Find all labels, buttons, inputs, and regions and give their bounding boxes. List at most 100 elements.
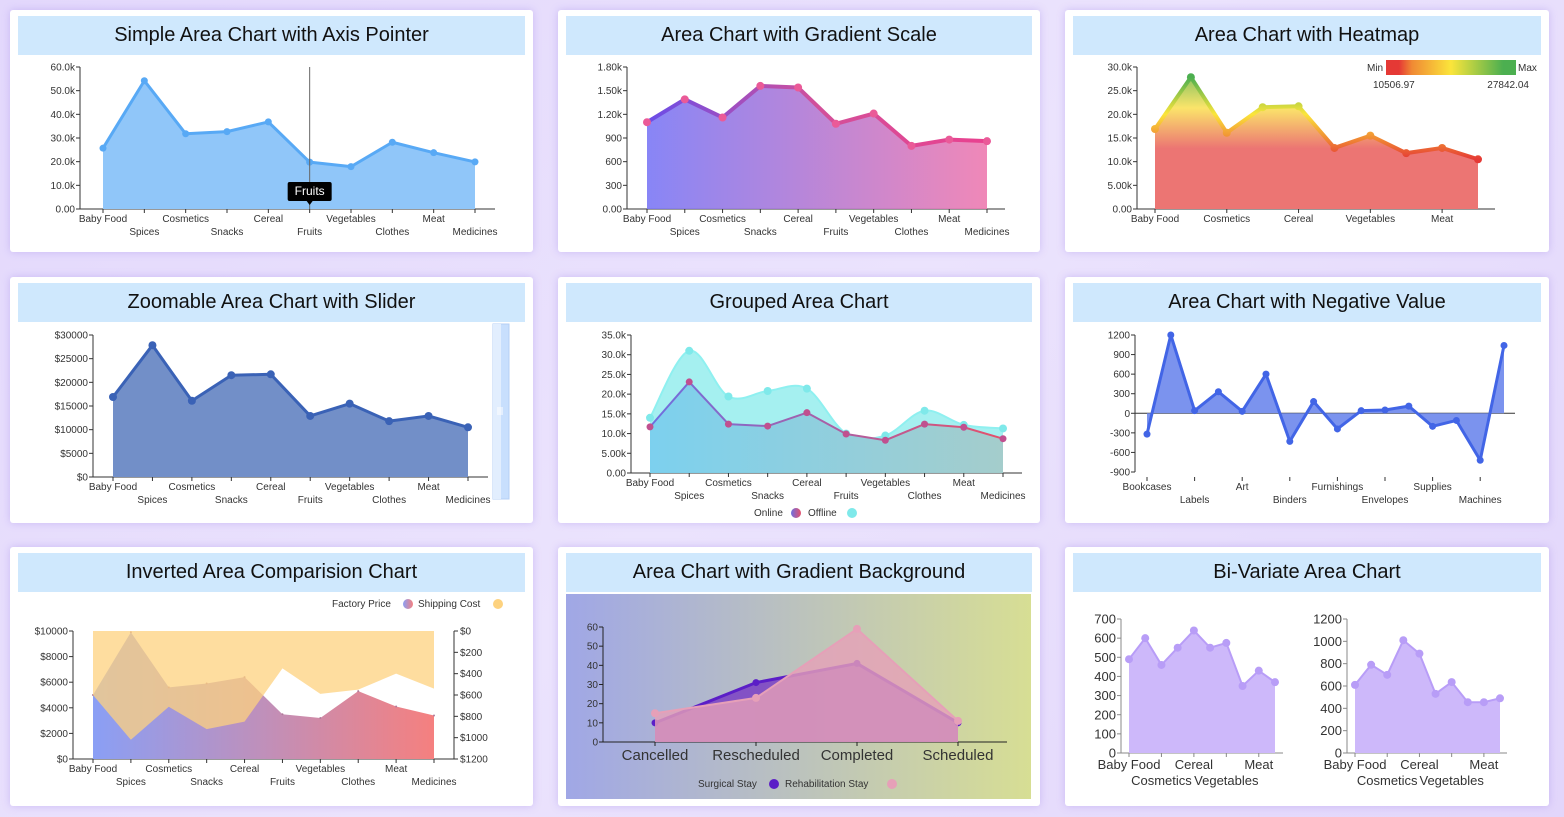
- zoom-slider-range[interactable]: [493, 324, 501, 499]
- data-point[interactable]: [646, 413, 654, 422]
- data-point[interactable]: [685, 378, 693, 386]
- data-point[interactable]: [347, 163, 355, 171]
- data-point[interactable]: [357, 690, 360, 693]
- chart-gradient-scale[interactable]: 0.00 300 600 900 1.20k 1.50k 1.80k Baby Food Spi…: [558, 10, 1040, 252]
- data-point[interactable]: [1173, 643, 1182, 652]
- data-point[interactable]: [1383, 670, 1392, 679]
- data-point[interactable]: [385, 417, 394, 426]
- data-point[interactable]: [140, 77, 148, 85]
- data-point[interactable]: [685, 346, 694, 355]
- data-point[interactable]: [983, 137, 991, 146]
- data-point[interactable]: [1500, 341, 1508, 349]
- data-point[interactable]: [803, 409, 811, 417]
- data-point[interactable]: [1294, 102, 1303, 111]
- data-point[interactable]: [182, 130, 190, 138]
- data-point[interactable]: [999, 435, 1007, 443]
- data-point[interactable]: [471, 158, 479, 166]
- chart-zoomable[interactable]: $0 $5000 $10000 $15000 $20000 $25000 $30000 Bab…: [10, 277, 533, 523]
- data-point[interactable]: [853, 624, 861, 633]
- data-point[interactable]: [433, 714, 435, 717]
- data-point[interactable]: [1438, 143, 1447, 152]
- data-point[interactable]: [266, 370, 275, 379]
- data-point[interactable]: [1271, 678, 1279, 687]
- visual-map-bar[interactable]: [1386, 60, 1516, 75]
- data-point[interactable]: [1191, 407, 1199, 415]
- data-point[interactable]: [907, 141, 916, 150]
- data-point[interactable]: [752, 693, 760, 702]
- data-point[interactable]: [1167, 331, 1175, 339]
- data-point[interactable]: [1214, 388, 1222, 396]
- data-point[interactable]: [921, 420, 929, 428]
- data-point[interactable]: [1222, 128, 1231, 137]
- data-point[interactable]: [1333, 425, 1341, 433]
- data-point[interactable]: [643, 118, 651, 127]
- data-point[interactable]: [1330, 143, 1339, 152]
- data-point[interactable]: [1141, 634, 1150, 643]
- data-point[interactable]: [281, 713, 284, 716]
- data-point[interactable]: [109, 393, 117, 402]
- data-point[interactable]: [1125, 655, 1133, 664]
- data-point[interactable]: [345, 399, 354, 408]
- data-point[interactable]: [1479, 698, 1488, 707]
- data-point[interactable]: [802, 384, 811, 393]
- data-point[interactable]: [148, 341, 157, 350]
- data-point[interactable]: [954, 716, 962, 725]
- data-point[interactable]: [999, 424, 1007, 433]
- data-point[interactable]: [430, 149, 438, 157]
- chart-simple-area[interactable]: 0.00 10.0k 20.0k 30.0k 40.0k 50.0k 60.0k Baby F…: [10, 10, 533, 252]
- data-point[interactable]: [1238, 682, 1247, 690]
- data-point[interactable]: [1447, 678, 1456, 687]
- data-point[interactable]: [227, 371, 236, 380]
- data-point[interactable]: [1351, 680, 1359, 689]
- data-point[interactable]: [1258, 103, 1267, 112]
- data-point[interactable]: [794, 83, 803, 92]
- data-point[interactable]: [724, 420, 732, 428]
- data-point[interactable]: [960, 423, 968, 431]
- data-point[interactable]: [1310, 398, 1318, 406]
- data-point[interactable]: [718, 113, 727, 122]
- data-point[interactable]: [842, 430, 850, 438]
- chart-heatmap[interactable]: 0.00 5.00k 10.0k 15.0k 20.0k 25.0k 30.0k Baby F…: [1065, 10, 1549, 252]
- data-point[interactable]: [1405, 402, 1413, 410]
- data-point[interactable]: [1357, 407, 1365, 415]
- data-point[interactable]: [1474, 155, 1482, 164]
- data-point[interactable]: [1186, 73, 1195, 82]
- data-point[interactable]: [1367, 660, 1376, 669]
- data-point[interactable]: [1238, 407, 1246, 415]
- data-point[interactable]: [424, 411, 433, 420]
- data-point[interactable]: [763, 386, 772, 395]
- data-point[interactable]: [651, 709, 659, 718]
- data-point[interactable]: [388, 138, 396, 146]
- data-point[interactable]: [223, 128, 231, 136]
- data-point[interactable]: [1254, 666, 1263, 675]
- data-point[interactable]: [920, 406, 929, 415]
- data-point[interactable]: [646, 423, 654, 431]
- data-point[interactable]: [1151, 125, 1159, 134]
- data-point[interactable]: [306, 411, 315, 420]
- data-point[interactable]: [1381, 406, 1389, 414]
- data-point[interactable]: [1286, 437, 1294, 445]
- data-point[interactable]: [264, 118, 272, 126]
- data-point[interactable]: [945, 135, 954, 144]
- data-point[interactable]: [1189, 626, 1198, 635]
- data-point[interactable]: [1143, 430, 1151, 438]
- chart-inverted[interactable]: $0 $2000 $4000 $6000 $8000 $10000 Baby Food Spi…: [10, 547, 533, 806]
- data-point[interactable]: [1429, 422, 1437, 430]
- data-point[interactable]: [831, 119, 840, 128]
- data-point[interactable]: [680, 95, 689, 104]
- chart-grouped[interactable]: 0.00 5.00k 10.0k 15.0k 20.0k 25.0k 30.0k 35.0k B…: [558, 277, 1040, 523]
- data-point[interactable]: [1366, 131, 1375, 140]
- data-point[interactable]: [319, 717, 322, 720]
- data-point[interactable]: [1402, 149, 1411, 158]
- data-point[interactable]: [1431, 689, 1440, 698]
- data-point[interactable]: [187, 396, 196, 405]
- data-point[interactable]: [464, 423, 472, 432]
- data-point[interactable]: [1452, 416, 1460, 424]
- data-point[interactable]: [1476, 456, 1484, 464]
- data-point[interactable]: [395, 705, 398, 708]
- chart-gradient-background[interactable]: 0 10 20 30 40 50 60 Cancelled Rescheduled Complet…: [558, 547, 1040, 806]
- data-point[interactable]: [1262, 370, 1270, 378]
- data-point[interactable]: [1399, 636, 1408, 645]
- data-point[interactable]: [1206, 643, 1215, 652]
